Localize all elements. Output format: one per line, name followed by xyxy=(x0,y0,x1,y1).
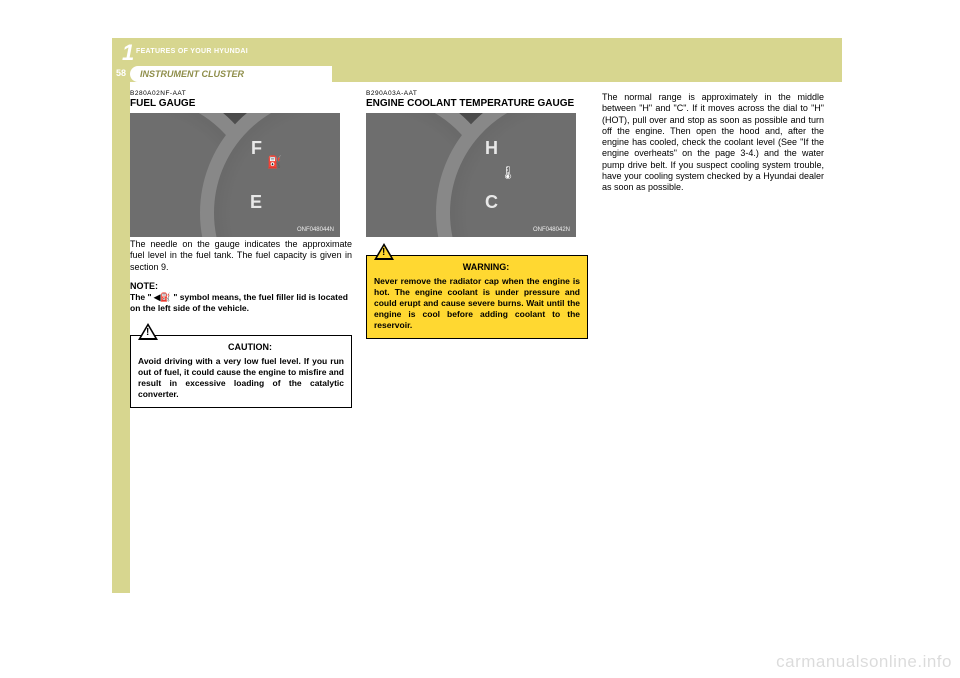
figure-caption: ONF048044N xyxy=(297,227,334,235)
warning-title: WARNING: xyxy=(392,262,580,274)
warning-box: ! WARNING: Never remove the radiator cap… xyxy=(366,255,588,339)
fuel-pump-icon: ⛽ xyxy=(267,155,282,170)
exclamation-icon: ! xyxy=(146,326,149,339)
caution-body: Avoid driving with a very low fuel level… xyxy=(138,356,344,400)
column-fuel-gauge: B280A02NF-AAT FUEL GAUGE F E ⛽ ONF048044… xyxy=(130,90,352,581)
manual-page: 1 FEATURES OF YOUR HYUNDAI 58 INSTRUMENT… xyxy=(112,38,842,593)
caution-title: CAUTION: xyxy=(156,342,344,354)
chapter-number: 1 xyxy=(122,40,134,66)
temp-letter-cold: C xyxy=(485,191,498,214)
figure-caption: ONF048042N xyxy=(533,227,570,235)
caution-box: ! CAUTION: Avoid driving with a very low… xyxy=(130,335,352,408)
fuel-letter-empty: E xyxy=(250,191,262,214)
column-coolant-gauge: B290A03A-AAT ENGINE COOLANT TEMPERATURE … xyxy=(366,90,588,581)
temp-letter-hot: H xyxy=(485,137,498,160)
fuel-letter-full: F xyxy=(251,137,262,160)
coolant-gauge-figure: H C 🌡 ONF048042N xyxy=(366,113,576,237)
exclamation-icon: ! xyxy=(382,246,385,259)
section-title-tab: INSTRUMENT CLUSTER xyxy=(130,66,332,82)
column-coolant-text: The normal range is approximately in the… xyxy=(602,90,824,581)
features-label: FEATURES OF YOUR HYUNDAI xyxy=(136,48,248,55)
fuel-gauge-figure: F E ⛽ ONF048044N xyxy=(130,113,340,237)
header-bar: 1 FEATURES OF YOUR HYUNDAI xyxy=(112,38,842,66)
coolant-body-text: The normal range is approximately in the… xyxy=(602,92,824,193)
heading-fuel-gauge: FUEL GAUGE xyxy=(130,98,352,109)
watermark-text: carmanualsonline.info xyxy=(776,652,952,672)
ref-code: B290A03A-AAT xyxy=(366,90,588,98)
thermometer-icon: 🌡 xyxy=(499,165,516,181)
fuel-body-text: The needle on the gauge indicates the ap… xyxy=(130,239,352,273)
ref-code: B280A02NF-AAT xyxy=(130,90,352,98)
heading-coolant-gauge: ENGINE COOLANT TEMPERATURE GAUGE xyxy=(366,98,588,109)
note-heading: NOTE: xyxy=(130,281,352,292)
content-area: B280A02NF-AAT FUEL GAUGE F E ⛽ ONF048044… xyxy=(130,82,842,593)
warning-body: Never remove the radiator cap when the e… xyxy=(374,276,580,331)
page-number: 58 xyxy=(116,68,126,78)
note-body: The " ◀⛽ " symbol means, the fuel filler… xyxy=(130,292,352,313)
